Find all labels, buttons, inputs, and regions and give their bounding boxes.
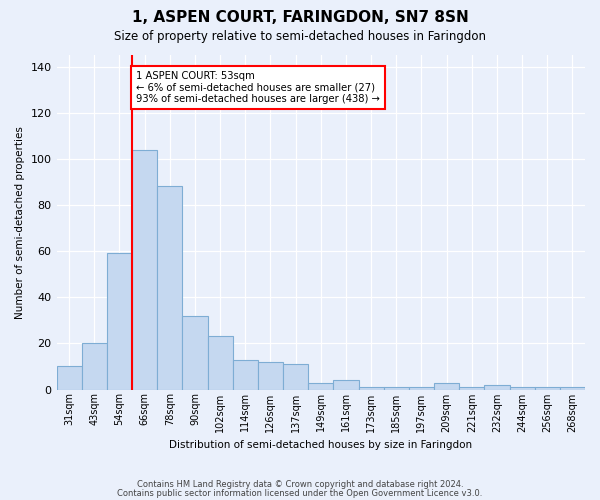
- Bar: [484, 385, 509, 390]
- Y-axis label: Number of semi-detached properties: Number of semi-detached properties: [15, 126, 25, 318]
- Bar: [434, 382, 459, 390]
- Bar: [560, 387, 585, 390]
- Bar: [107, 254, 132, 390]
- Bar: [283, 364, 308, 390]
- Text: Contains HM Land Registry data © Crown copyright and database right 2024.: Contains HM Land Registry data © Crown c…: [137, 480, 463, 489]
- Bar: [509, 387, 535, 390]
- Bar: [535, 387, 560, 390]
- Bar: [82, 344, 107, 390]
- Bar: [56, 366, 82, 390]
- Bar: [383, 387, 409, 390]
- Bar: [157, 186, 182, 390]
- Bar: [334, 380, 359, 390]
- Bar: [233, 360, 258, 390]
- Bar: [182, 316, 208, 390]
- Text: Contains public sector information licensed under the Open Government Licence v3: Contains public sector information licen…: [118, 488, 482, 498]
- Text: 1 ASPEN COURT: 53sqm
← 6% of semi-detached houses are smaller (27)
93% of semi-d: 1 ASPEN COURT: 53sqm ← 6% of semi-detach…: [136, 71, 380, 104]
- X-axis label: Distribution of semi-detached houses by size in Faringdon: Distribution of semi-detached houses by …: [169, 440, 472, 450]
- Bar: [359, 387, 383, 390]
- Bar: [258, 362, 283, 390]
- Text: Size of property relative to semi-detached houses in Faringdon: Size of property relative to semi-detach…: [114, 30, 486, 43]
- Bar: [308, 382, 334, 390]
- Bar: [409, 387, 434, 390]
- Bar: [132, 150, 157, 390]
- Bar: [208, 336, 233, 390]
- Bar: [459, 387, 484, 390]
- Text: 1, ASPEN COURT, FARINGDON, SN7 8SN: 1, ASPEN COURT, FARINGDON, SN7 8SN: [131, 10, 469, 25]
